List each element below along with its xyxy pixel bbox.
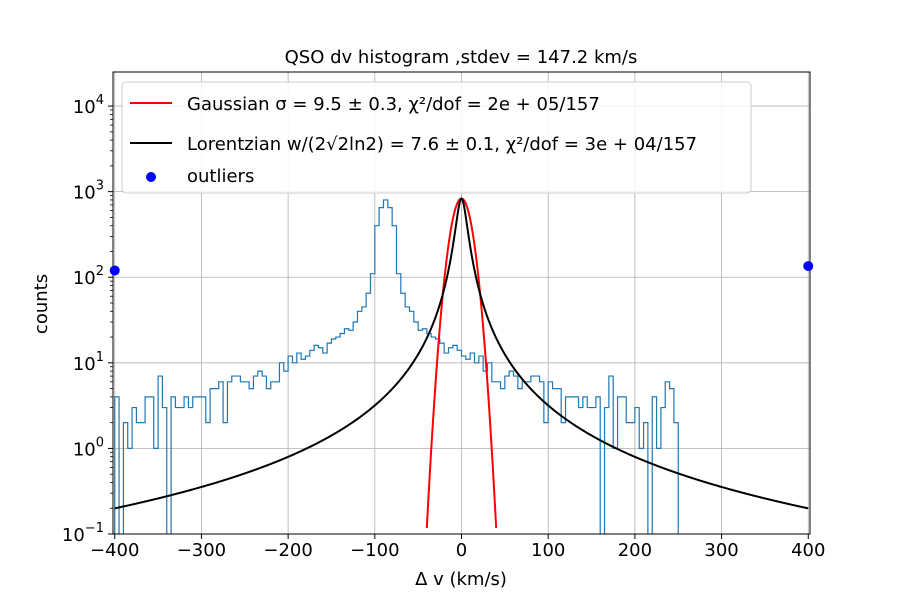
axes: [108, 71, 811, 539]
plot-area: [114, 197, 809, 534]
legend: Gaussian σ = 9.5 ± 0.3, χ²/dof = 2e + 05…: [121, 81, 752, 194]
x-tick-label: 200: [618, 540, 652, 561]
y-tick-label: 101: [73, 350, 104, 375]
y-tick-label: 103: [73, 179, 104, 204]
x-tick-labels: −400 −300 −200 −100 0 100 200 300 400: [90, 540, 825, 561]
legend-lorentzian-label: Lorentzian w/(2√2ln2) = 7.6 ± 0.1, χ²/do…: [187, 134, 697, 155]
y-tick-label: 10−1: [62, 521, 104, 546]
x-tick-label: −200: [263, 540, 312, 561]
x-tick-label: 0: [456, 540, 467, 561]
x-tick-label: 300: [704, 540, 738, 561]
x-tick-label: 100: [531, 540, 565, 561]
y-axis-label: counts: [31, 274, 52, 334]
outlier-point: [803, 261, 814, 272]
legend-outliers-swatch: [146, 172, 156, 182]
lorentzian-fit-line: [114, 197, 809, 510]
x-tick-label: −100: [350, 540, 399, 561]
x-tick-label: −400: [90, 540, 139, 561]
y-tick-label: 102: [73, 264, 104, 289]
outlier-point: [109, 265, 120, 276]
y-tick-labels: 10−1 100 101 102 103 104: [62, 93, 104, 546]
plot-frame: [112, 71, 811, 535]
y-tick-label: 104: [73, 93, 104, 118]
histogram-step: [114, 199, 679, 534]
x-tick-label: 400: [791, 540, 825, 561]
chart-title: QSO dv histogram ,stdev = 147.2 km/s: [285, 47, 638, 68]
legend-gaussian-label: Gaussian σ = 9.5 ± 0.3, χ²/dof = 2e + 05…: [187, 94, 600, 115]
legend-outliers-label: outliers: [187, 166, 254, 187]
legend-box: [121, 81, 752, 194]
x-axis-label: Δ v (km/s): [415, 569, 507, 590]
y-tick-label: 100: [73, 435, 104, 460]
x-tick-label: −300: [177, 540, 226, 561]
